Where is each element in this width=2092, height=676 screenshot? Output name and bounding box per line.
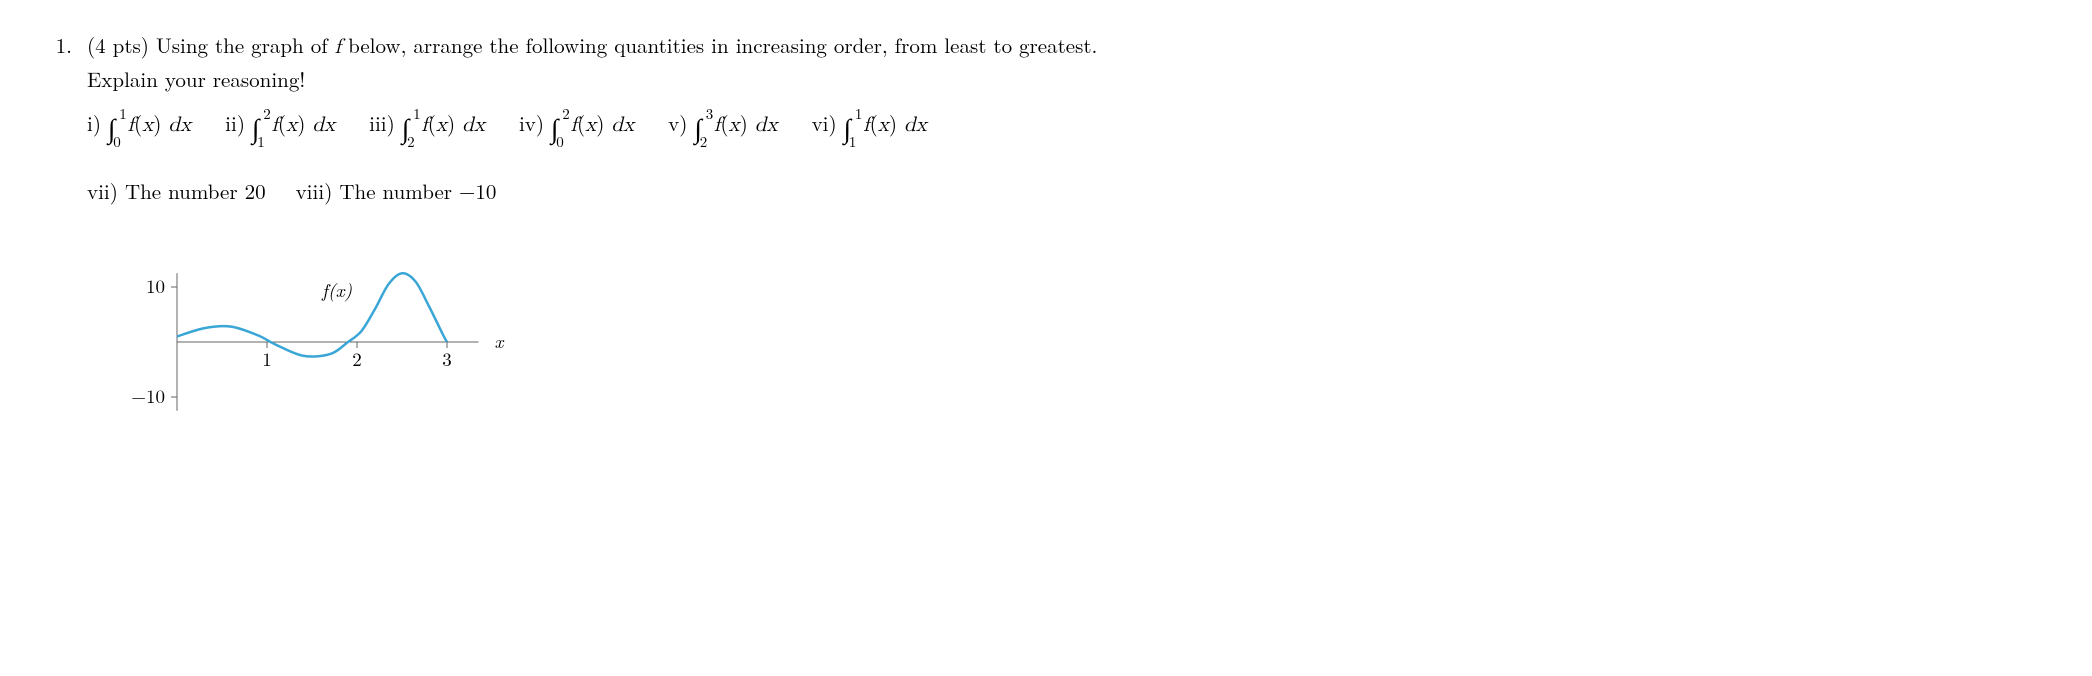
integral-item: iv) ∫02f(x) dx — [519, 107, 634, 148]
extra-text: The number — [339, 176, 452, 206]
roman: iii) — [369, 108, 395, 138]
prompt-c: Explain your reasoning! — [87, 64, 305, 94]
upper-limit: 2 — [562, 103, 570, 126]
upper-limit: 1 — [855, 103, 863, 126]
integral-icon: ∫11 — [844, 107, 851, 148]
lower-limit: 0 — [556, 131, 564, 154]
x-tick-label: 3 — [442, 345, 452, 372]
dx: dx — [611, 115, 634, 136]
integral-item: iii) ∫21f(x) dx — [369, 107, 485, 148]
roman: viii) — [296, 176, 333, 206]
integral-item: ii) ∫12f(x) dx — [225, 107, 335, 148]
integrand-x: x — [286, 115, 297, 136]
curve-label: f(x) — [321, 276, 352, 303]
roman: vii) — [87, 176, 118, 206]
integrand-x: x — [142, 115, 153, 136]
upper-limit: 2 — [263, 103, 271, 126]
problem-number: 1. — [40, 30, 72, 62]
upper-limit: 1 — [119, 103, 127, 126]
roman: iv) — [519, 108, 544, 138]
integral-list: i) ∫01f(x) dx ii) ∫12f(x) dx iii) ∫21f(x) … — [87, 107, 2051, 148]
integral-icon: ∫01 — [108, 107, 115, 148]
extra-text: The number — [125, 176, 238, 206]
integral-icon: ∫23 — [694, 107, 701, 148]
integral-item: i) ∫01f(x) dx — [87, 107, 191, 148]
roman: ii) — [225, 108, 245, 138]
integrand-x: x — [878, 115, 889, 136]
prompt-a: Using the graph of — [156, 30, 328, 60]
dx: dx — [904, 115, 927, 136]
dx: dx — [462, 115, 485, 136]
roman: i) — [87, 108, 101, 138]
graph: 10 −10 1 2 3 x f(x) — [117, 247, 2051, 416]
roman: vi) — [812, 108, 837, 138]
curve — [177, 274, 447, 357]
dx: dx — [168, 115, 191, 136]
extras-list: vii) The number 20 viii) The number −10 — [87, 176, 2051, 208]
x-tick-label: 1 — [262, 345, 272, 372]
func-letter: f — [335, 37, 341, 58]
dx: dx — [312, 115, 335, 136]
integral-icon: ∫02 — [551, 107, 558, 148]
integral-icon: ∫21 — [402, 107, 409, 148]
y-tick-label: 10 — [146, 272, 165, 299]
lower-limit: 0 — [113, 131, 121, 154]
dx: dx — [755, 115, 778, 136]
integral-item: vi) ∫11f(x) dx — [812, 107, 927, 148]
lower-limit: 2 — [700, 131, 708, 154]
extra-value: 20 — [245, 176, 266, 206]
integrand-x: x — [436, 115, 447, 136]
lower-limit: 1 — [849, 131, 857, 154]
extra-item: viii) The number −10 — [296, 176, 497, 208]
upper-limit: 1 — [413, 103, 421, 126]
integral-item: v) ∫23f(x) dx — [668, 107, 777, 148]
integrand-x: x — [585, 115, 596, 136]
upper-limit: 3 — [706, 103, 714, 126]
lower-limit: 1 — [257, 131, 265, 154]
lower-limit: 2 — [407, 131, 415, 154]
extra-item: vii) The number 20 — [87, 176, 266, 208]
x-axis-label: x — [495, 327, 505, 354]
points: (4 pts) — [87, 30, 149, 60]
x-tick-label: 2 — [352, 345, 362, 372]
integral-icon: ∫12 — [252, 107, 259, 148]
y-tick-label: −10 — [131, 382, 165, 409]
roman: v) — [668, 108, 687, 138]
extra-value: −10 — [459, 176, 496, 206]
integrand-x: x — [729, 115, 740, 136]
prompt-b: below, arrange the following quantities … — [348, 30, 1097, 60]
